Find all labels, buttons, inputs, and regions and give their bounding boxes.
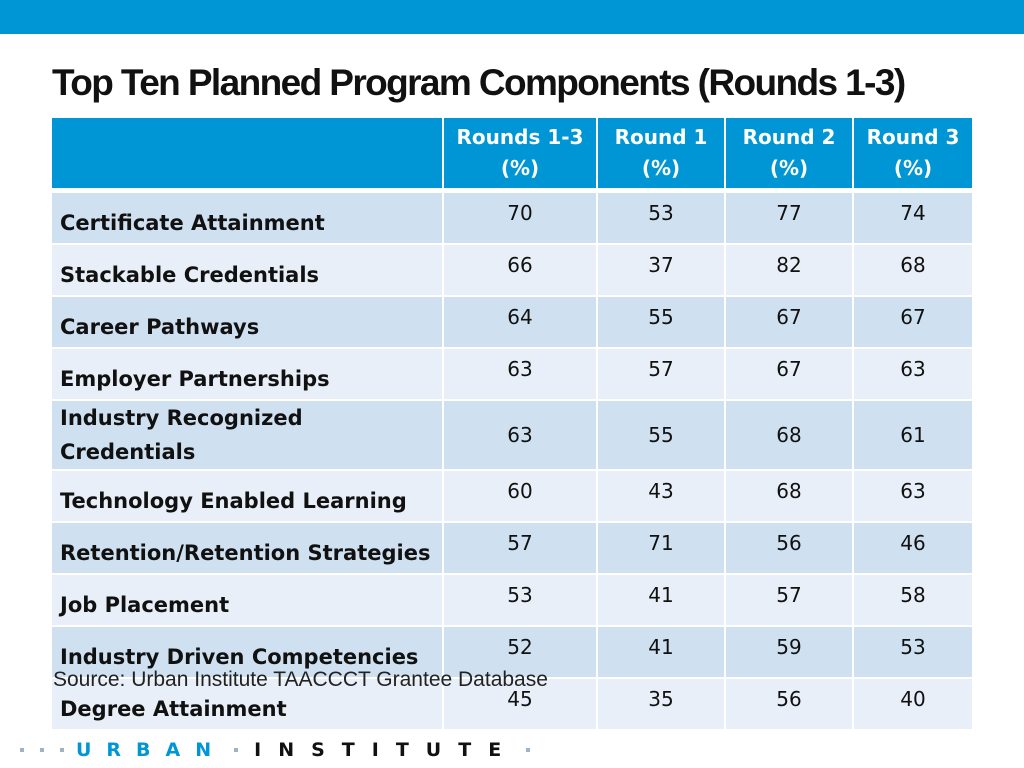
column-header: Round 2 (%) <box>725 118 854 193</box>
cell-value: 56 <box>725 522 854 575</box>
logo-word-institute: INSTITUTE <box>254 739 519 761</box>
cell-value: 67 <box>725 348 854 401</box>
row-label: Retention/Retention Strategies <box>52 522 444 575</box>
cell-value: 55 <box>597 400 726 471</box>
table-body: Certificate Attainment 70 53 77 74 Stackable … <box>52 190 972 731</box>
cell-value: 74 <box>853 190 972 245</box>
cell-value: 59 <box>725 626 854 679</box>
table-row: Certificate Attainment 70 53 77 74 <box>52 190 972 245</box>
table-row: Industry Driven Competencies 52 41 59 53 <box>52 626 972 679</box>
cell-value: 68 <box>853 244 972 297</box>
cell-value: 57 <box>443 522 598 575</box>
cell-value: 35 <box>597 678 726 731</box>
row-label-line: Industry Recognized <box>60 406 303 430</box>
column-header-line2: (%) <box>500 156 540 180</box>
column-header-line1: Round 3 <box>866 125 960 149</box>
cell-value: 41 <box>597 574 726 627</box>
cell-value: 57 <box>725 574 854 627</box>
table-row: Industry Recognized Credentials 63 55 68 61 <box>52 400 972 471</box>
column-header-line1: Rounds 1-3 <box>456 125 584 149</box>
cell-value: 53 <box>853 626 972 679</box>
cell-value: 53 <box>443 574 598 627</box>
cell-value: 58 <box>853 574 972 627</box>
row-label-line: Employer Partnerships <box>60 367 330 391</box>
cell-value: 71 <box>597 522 726 575</box>
row-label: Degree Attainment <box>52 678 444 731</box>
cell-value: 67 <box>725 296 854 349</box>
column-header: Rounds 1-3 (%) <box>443 118 598 193</box>
cell-value: 61 <box>853 400 972 471</box>
cell-value: 68 <box>725 400 854 471</box>
row-label: Job Placement <box>52 574 444 627</box>
column-header-line2: (%) <box>769 156 809 180</box>
column-header: Round 1 (%) <box>597 118 726 193</box>
cell-value: 40 <box>853 678 972 731</box>
row-label-line: Credentials <box>60 440 196 464</box>
row-label: Certificate Attainment <box>52 190 444 245</box>
cell-value: 56 <box>725 678 854 731</box>
row-label-line: Degree Attainment <box>60 697 287 721</box>
table-row: Career Pathways 64 55 67 67 <box>52 296 972 349</box>
cell-value: 63 <box>443 400 598 471</box>
logo-dot <box>40 748 44 752</box>
cell-value: 46 <box>853 522 972 575</box>
logo-dot <box>60 748 64 752</box>
column-header-line2: (%) <box>893 156 933 180</box>
row-label-line: Stackable Credentials <box>60 263 320 287</box>
table-row: Retention/Retention Strategies 57 71 56 46 <box>52 522 972 575</box>
cell-value: 70 <box>443 190 598 245</box>
logo-word-urban: URBAN <box>76 739 227 761</box>
table-row: Employer Partnerships 63 57 67 63 <box>52 348 972 401</box>
row-label-line: Job Placement <box>60 593 230 617</box>
table-row: Technology Enabled Learning 60 43 68 63 <box>52 470 972 523</box>
table-header-row: Rounds 1-3 (%) Round 1 (%) Round 2 (%) Roun… <box>52 118 972 193</box>
row-label-line: Retention/Retention Strategies <box>60 541 431 565</box>
row-label: Industry Recognized Credentials <box>52 400 444 471</box>
cell-value: 45 <box>443 678 598 731</box>
table-row: Stackable Credentials 66 37 82 68 <box>52 244 972 297</box>
row-label-line: Certificate Attainment <box>60 211 325 235</box>
cell-value: 52 <box>443 626 598 679</box>
cell-value: 63 <box>853 470 972 523</box>
cell-value: 57 <box>597 348 726 401</box>
cell-value: 77 <box>725 190 854 245</box>
cell-value: 43 <box>597 470 726 523</box>
cell-value: 63 <box>853 348 972 401</box>
cell-value: 66 <box>443 244 598 297</box>
row-label-line: Career Pathways <box>60 315 260 339</box>
cell-value: 63 <box>443 348 598 401</box>
cell-value: 53 <box>597 190 726 245</box>
urban-institute-logo: URBAN INSTITUTE <box>12 735 538 765</box>
row-label: Employer Partnerships <box>52 348 444 401</box>
cell-value: 82 <box>725 244 854 297</box>
row-label: Technology Enabled Learning <box>52 470 444 523</box>
header-label-column <box>52 118 444 193</box>
cell-value: 64 <box>443 296 598 349</box>
logo-dot <box>526 748 531 752</box>
column-header-line1: Round 2 <box>742 125 836 149</box>
row-label: Industry Driven Competencies <box>52 626 444 679</box>
cell-value: 37 <box>597 244 726 297</box>
row-label-line: Technology Enabled Learning <box>60 489 407 513</box>
cell-value: 68 <box>725 470 854 523</box>
logo-dot <box>234 748 239 752</box>
logo-dot <box>20 748 24 752</box>
cell-value: 60 <box>443 470 598 523</box>
table-row: Degree Attainment 45 35 56 40 <box>52 678 972 731</box>
column-header: Round 3 (%) <box>853 118 972 193</box>
table-row: Job Placement 53 41 57 58 <box>52 574 972 627</box>
row-label-line: Industry Driven Competencies <box>60 645 419 669</box>
row-label: Stackable Credentials <box>52 244 444 297</box>
cell-value: 67 <box>853 296 972 349</box>
top-accent-bar <box>0 0 1024 34</box>
cell-value: 41 <box>597 626 726 679</box>
slide-title: Top Ten Planned Program Components (Roun… <box>52 62 906 103</box>
source-note: Source: Urban Institute TAACCCT Grantee … <box>53 668 548 691</box>
components-table: Rounds 1-3 (%) Round 1 (%) Round 2 (%) Roun… <box>52 118 972 731</box>
column-header-line1: Round 1 <box>614 125 708 149</box>
row-label: Career Pathways <box>52 296 444 349</box>
cell-value: 55 <box>597 296 726 349</box>
column-header-line2: (%) <box>641 156 681 180</box>
